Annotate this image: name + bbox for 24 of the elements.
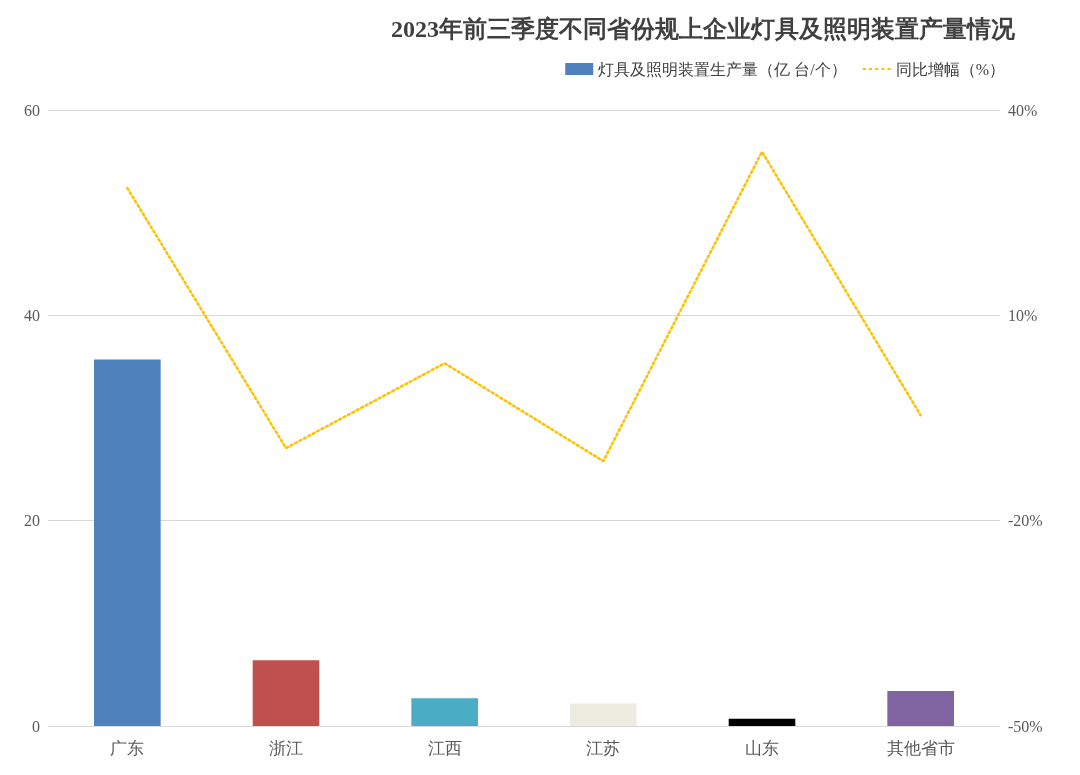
bar bbox=[94, 359, 161, 726]
y-tick-label: 40 bbox=[24, 306, 40, 324]
y-tick-label: 60 bbox=[24, 101, 40, 119]
x-tick-label: 浙江 bbox=[269, 739, 303, 758]
x-tick-label: 其他省市 bbox=[886, 739, 955, 758]
y2-tick-label: -20% bbox=[1008, 512, 1043, 530]
x-tick-label: 江西 bbox=[427, 739, 462, 758]
legend-label: 灯具及照明装置生产量（亿 台/个） bbox=[598, 60, 847, 78]
x-tick-label: 广东 bbox=[110, 739, 145, 758]
y2-tick-label: 40% bbox=[1008, 101, 1038, 119]
bar bbox=[252, 660, 320, 726]
bar bbox=[887, 691, 954, 726]
x-tick-label: 江苏 bbox=[586, 739, 621, 758]
bar bbox=[570, 703, 637, 726]
y2-tick-label: 10% bbox=[1008, 306, 1038, 324]
line-series bbox=[126, 150, 922, 463]
legend-label: 同比增幅（%） bbox=[895, 60, 1005, 78]
chart-title: 2023年前三季度不同省份规上企业灯具及照明装置产量情况 bbox=[391, 16, 1016, 42]
y2-tick-label: -50% bbox=[1008, 717, 1043, 735]
x-tick-label: 山东 bbox=[745, 739, 779, 758]
y-tick-label: 20 bbox=[24, 512, 40, 530]
y-tick-label: 0 bbox=[32, 717, 40, 735]
bar bbox=[411, 698, 478, 726]
bar bbox=[728, 718, 796, 726]
